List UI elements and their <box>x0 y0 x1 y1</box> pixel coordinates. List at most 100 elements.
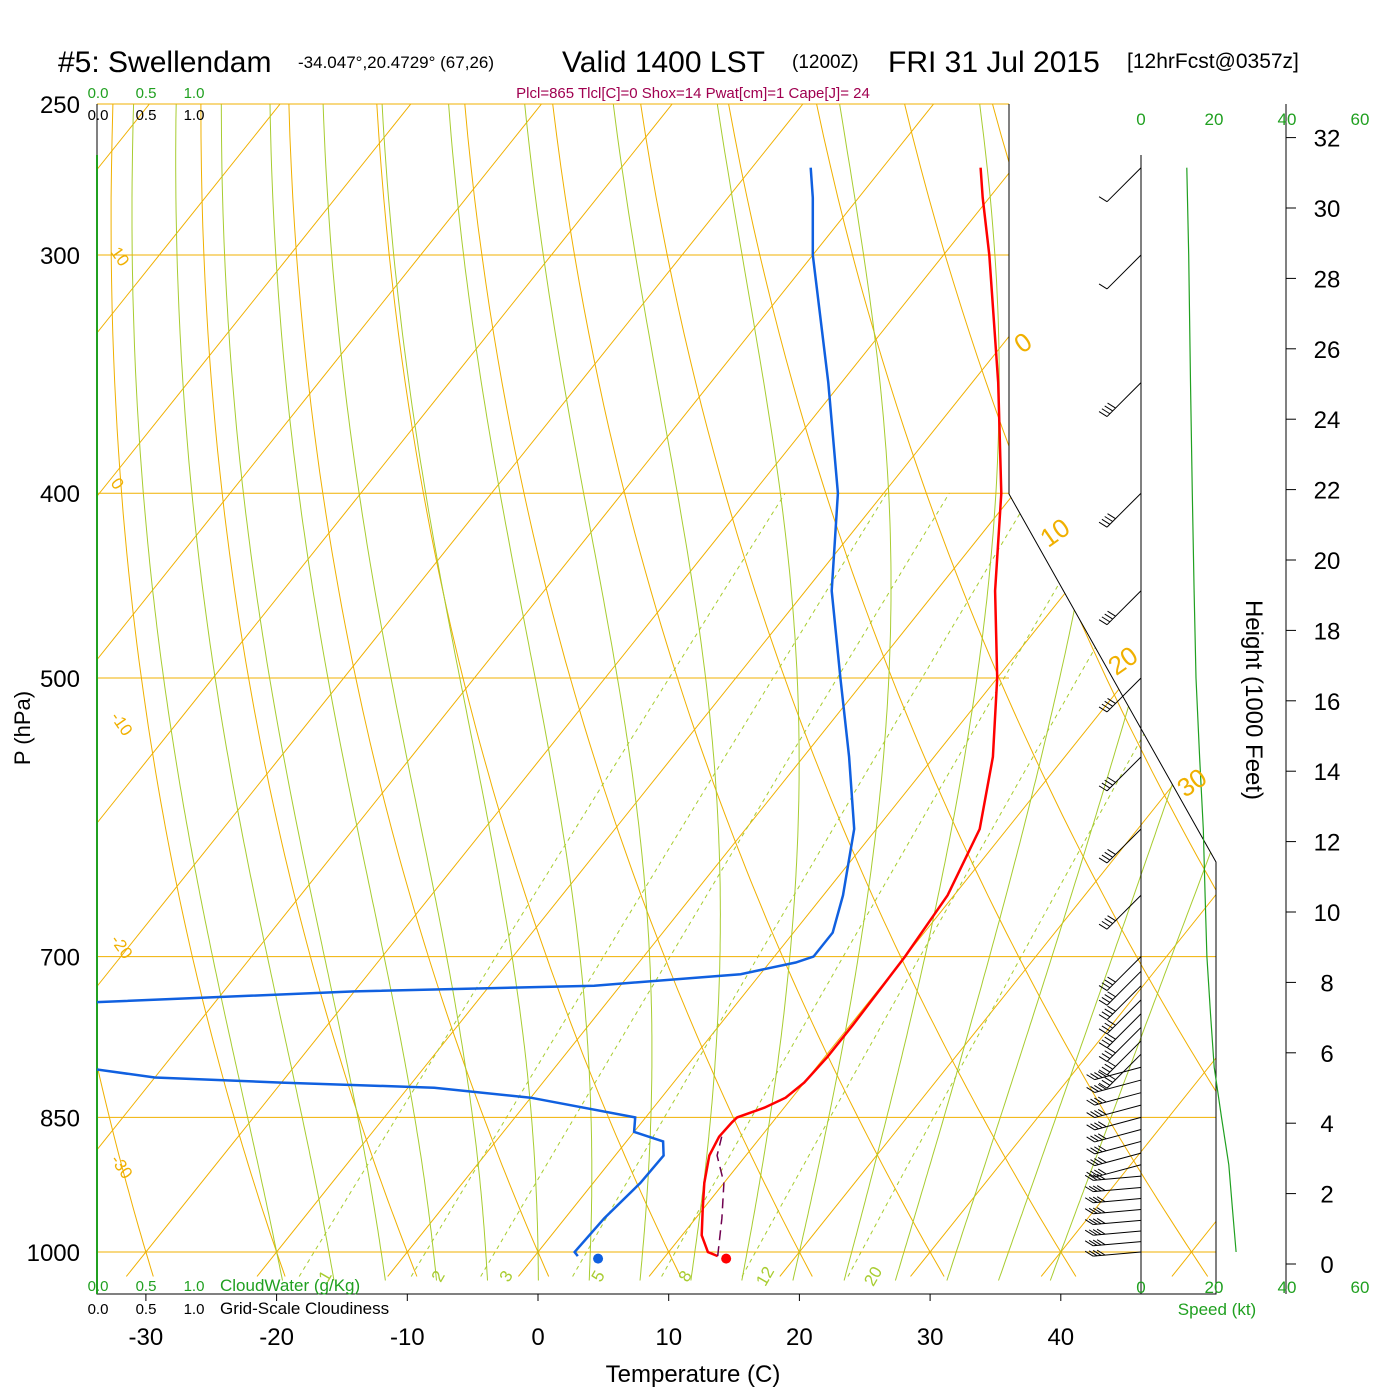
speed-tick-bot-0: 0 <box>1136 1278 1145 1297</box>
cloud-tick-1-0: 0.0 <box>88 107 109 124</box>
p-tick-250: 250 <box>40 92 80 119</box>
wind-barb-5 <box>1084 1196 1142 1204</box>
wind-barb-6 <box>1084 1185 1142 1193</box>
station-title: #5: Swellendam <box>58 46 271 79</box>
isobar-grid <box>97 103 1216 1253</box>
h-tick-12: 12 <box>1314 830 1341 857</box>
h-tick-24: 24 <box>1314 407 1341 434</box>
dry-adiabat-0 <box>288 104 550 1277</box>
parcel-line <box>716 1136 725 1257</box>
speed-tick-top-60: 60 <box>1351 110 1370 129</box>
moist-adiabat-36 <box>998 104 1216 1281</box>
x-tick-0: 0 <box>531 1324 544 1351</box>
wind-barb-3 <box>1084 1218 1142 1226</box>
wind-barb-8 <box>1086 1164 1142 1178</box>
wind-barb-4 <box>1084 1207 1142 1215</box>
temperature-ticks: -30 -20 -10 0 10 20 30 40 <box>129 1294 1074 1351</box>
mixing-ratio-1 <box>298 492 786 1277</box>
x-tick-20: 20 <box>786 1324 813 1351</box>
wind-speed-profile <box>1186 167 1237 1253</box>
wind-barb-14 <box>1086 1092 1142 1106</box>
wind-speed-line <box>1186 167 1237 1253</box>
h-tick-2: 2 <box>1320 1182 1333 1209</box>
height-axis-label: Height (1000 Feet) <box>1240 600 1267 800</box>
moist-adiabat--8 <box>269 104 437 1281</box>
isotherm-grid <box>0 104 1216 1277</box>
speed-tick-top-20: 20 <box>1205 110 1224 129</box>
dry-adiabat-30 <box>552 104 945 1277</box>
cloudiness-label: Grid-Scale Cloudiness <box>220 1299 389 1318</box>
p-tick-850: 850 <box>40 1105 80 1132</box>
dry-adiabat--20 <box>110 104 286 1277</box>
wind-barb-27 <box>1098 756 1142 792</box>
cloud-tick-3-1: 0.5 <box>136 1301 157 1318</box>
mixing-label-3: 3 <box>496 1267 517 1285</box>
wind-barb-33 <box>1098 167 1142 203</box>
h-tick-14: 14 <box>1314 759 1341 786</box>
moist-adiabat-8 <box>524 104 653 1281</box>
speed-tick-bot-60: 60 <box>1351 1278 1370 1297</box>
isotherm--10 <box>387 104 1216 1277</box>
isotherm--50 <box>97 104 804 1277</box>
wind-barb-32 <box>1098 254 1142 290</box>
moist-adiabat-32 <box>946 104 1216 1281</box>
mixing-ratio-8 <box>661 492 1113 1277</box>
wind-barb-18 <box>1098 1040 1142 1076</box>
wind-barb-9 <box>1086 1152 1142 1167</box>
station-coords: -34.047°,20.4729° (67,26) <box>298 53 494 72</box>
wind-barb-17 <box>1098 1053 1142 1089</box>
temperature-line <box>700 167 1003 1258</box>
wind-barb-28 <box>1098 677 1142 713</box>
mixing-ratio-2 <box>410 492 888 1277</box>
isotherm--80 <box>97 104 412 1277</box>
wind-barb-12 <box>1086 1116 1142 1131</box>
x-tick--20: -20 <box>259 1324 294 1351</box>
moist-adiabat-grid <box>131 104 1216 1281</box>
cloud-tick-2-0: 0.0 <box>88 1278 109 1295</box>
isotherm-label-1: 0 <box>107 474 128 493</box>
p-tick-500: 500 <box>40 666 80 693</box>
p-tick-1000: 1000 <box>27 1240 80 1267</box>
cloud-tick-2-2: 1.0 <box>184 1278 205 1295</box>
isotherm--110 <box>0 104 19 1276</box>
dry-adiabat-grid <box>0 104 1400 1277</box>
x-tick--10: -10 <box>390 1324 425 1351</box>
moist-adiabat-20 <box>792 104 892 1281</box>
x-tick--30: -30 <box>129 1324 164 1351</box>
dry-adiabat--30 <box>97 104 154 1277</box>
dry-adiabat-120 <box>1344 104 1400 1277</box>
mixing-label-5: 5 <box>588 1267 609 1285</box>
wind-barb-23 <box>1098 970 1142 1006</box>
h-tick-16: 16 <box>1314 689 1341 716</box>
wind-barb-30 <box>1098 492 1142 528</box>
dry-adiabat-60 <box>816 104 1216 1277</box>
isotherm--40 <box>97 104 934 1277</box>
cloud-tick-0-1: 0.5 <box>136 85 157 102</box>
wind-barb-1 <box>1084 1239 1142 1247</box>
pressure-ticks: 250 300 400 500 700 850 1000 <box>27 92 80 1267</box>
wind-barb-16 <box>1086 1066 1142 1081</box>
valid-date: FRI 31 Jul 2015 <box>888 46 1100 79</box>
h-tick-8: 8 <box>1320 970 1333 997</box>
h-tick-6: 6 <box>1320 1041 1333 1068</box>
isotherm-label-3: -20 <box>107 931 137 962</box>
x-tick-10: 10 <box>655 1324 682 1351</box>
moist-adiabat--4 <box>322 104 488 1281</box>
speed-axis-label: Speed (kt) <box>1178 1300 1256 1319</box>
isotherm-0 <box>518 104 1216 1277</box>
cloudwater-label: CloudWater (g/Kg) <box>220 1276 360 1295</box>
dry-adiabat--40 <box>0 104 22 1277</box>
p-tick-300: 300 <box>40 243 80 270</box>
wind-barb-10 <box>1086 1140 1142 1155</box>
x-tick-40: 40 <box>1047 1324 1074 1351</box>
dry-adiabat-100 <box>1167 104 1216 1277</box>
speed-tick-bot-20: 20 <box>1205 1278 1224 1297</box>
x-tick-30: 30 <box>917 1324 944 1351</box>
h-tick-0: 0 <box>1320 1252 1333 1279</box>
speed-tick-top-0: 0 <box>1136 110 1145 129</box>
mixing-ratio-grid <box>298 492 1216 1277</box>
cloud-tick-0-0: 0.0 <box>88 85 109 102</box>
x-axis-label: Temperature (C) <box>606 1361 781 1388</box>
